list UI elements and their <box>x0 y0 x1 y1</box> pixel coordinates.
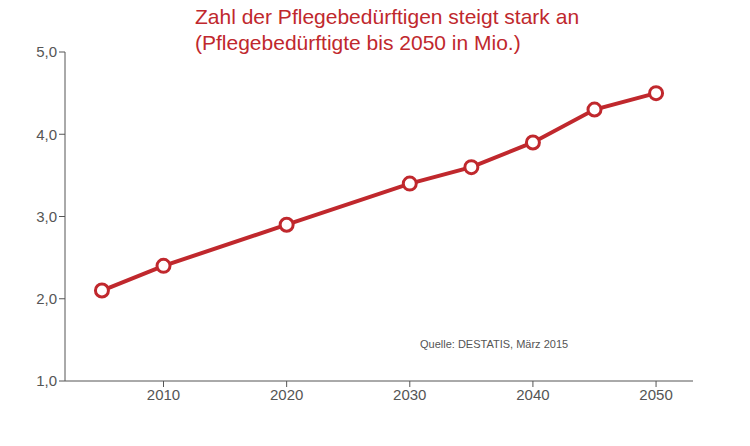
svg-text:2020: 2020 <box>270 386 303 403</box>
svg-text:2040: 2040 <box>516 386 549 403</box>
html-text:Quelle: DESTATIS, März 2015: Quelle: DESTATIS, März 2015 <box>420 338 569 350</box>
svg-text:2010: 2010 <box>147 386 180 403</box>
svg-text:4,0: 4,0 <box>36 126 57 143</box>
svg-text:2,0: 2,0 <box>36 290 57 307</box>
html-text:(Pflegebedürftigte bis 2050 in: (Pflegebedürftigte bis 2050 in Mio.) <box>195 31 521 54</box>
svg-text:1,0: 1,0 <box>36 372 57 389</box>
svg-text:3,0: 3,0 <box>36 208 57 225</box>
svg-text:2050: 2050 <box>639 386 672 403</box>
svg-text:2030: 2030 <box>393 386 426 403</box>
html-text:Zahl der Pflegebedürftigen ste: Zahl der Pflegebedürftigen steigt stark … <box>195 5 580 28</box>
svg-text:5,0: 5,0 <box>36 43 57 60</box>
